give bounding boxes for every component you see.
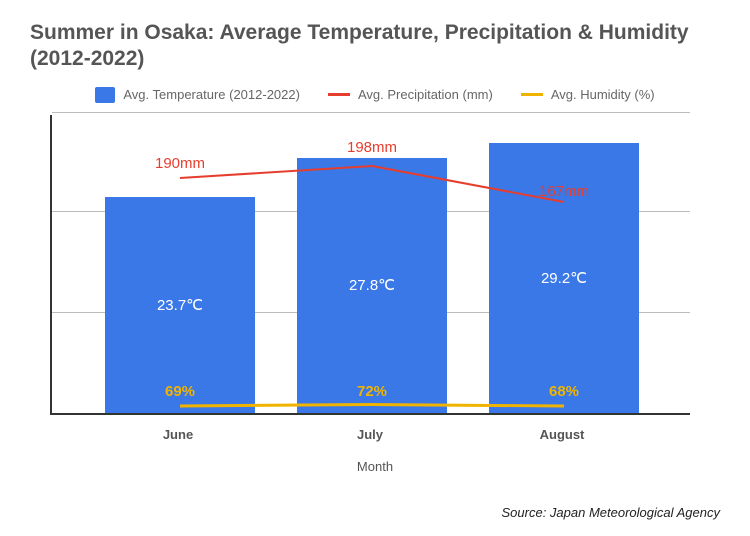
line-layer (52, 115, 690, 413)
x-tick-july: July (357, 427, 383, 442)
precipitation-line (180, 166, 564, 202)
chart-title: Summer in Osaka: Average Temperature, Pr… (30, 20, 720, 73)
precip-label-june: 190mm (155, 155, 205, 172)
legend-label: Avg. Humidity (%) (551, 87, 655, 102)
legend-item-humidity: Avg. Humidity (%) (521, 87, 655, 102)
humid-label-august: 68% (549, 383, 579, 400)
plot-wrap: 23.7℃ 27.8℃ 29.2℃ 190mm 198mm 167mm 69% … (30, 115, 720, 415)
x-axis-title: Month (357, 459, 393, 474)
plot-area: 23.7℃ 27.8℃ 29.2℃ 190mm 198mm 167mm 69% … (50, 115, 690, 415)
legend-item-temperature: Avg. Temperature (2012-2022) (95, 87, 300, 103)
gridline (52, 112, 690, 113)
legend: Avg. Temperature (2012-2022) Avg. Precip… (30, 87, 720, 103)
legend-swatch-line (521, 93, 543, 96)
chart-container: Summer in Osaka: Average Temperature, Pr… (0, 0, 750, 536)
humidity-line (180, 404, 564, 406)
legend-swatch-bar (95, 87, 115, 103)
precip-label-august: 167mm (539, 183, 589, 200)
precip-label-july: 198mm (347, 139, 397, 156)
legend-label: Avg. Temperature (2012-2022) (123, 87, 300, 102)
legend-label: Avg. Precipitation (mm) (358, 87, 493, 102)
legend-swatch-line (328, 93, 350, 96)
x-tick-august: August (540, 427, 585, 442)
legend-item-precipitation: Avg. Precipitation (mm) (328, 87, 493, 102)
humid-label-july: 72% (357, 383, 387, 400)
source-attribution: Source: Japan Meteorological Agency (502, 505, 720, 520)
x-tick-june: June (163, 427, 193, 442)
humid-label-june: 69% (165, 383, 195, 400)
